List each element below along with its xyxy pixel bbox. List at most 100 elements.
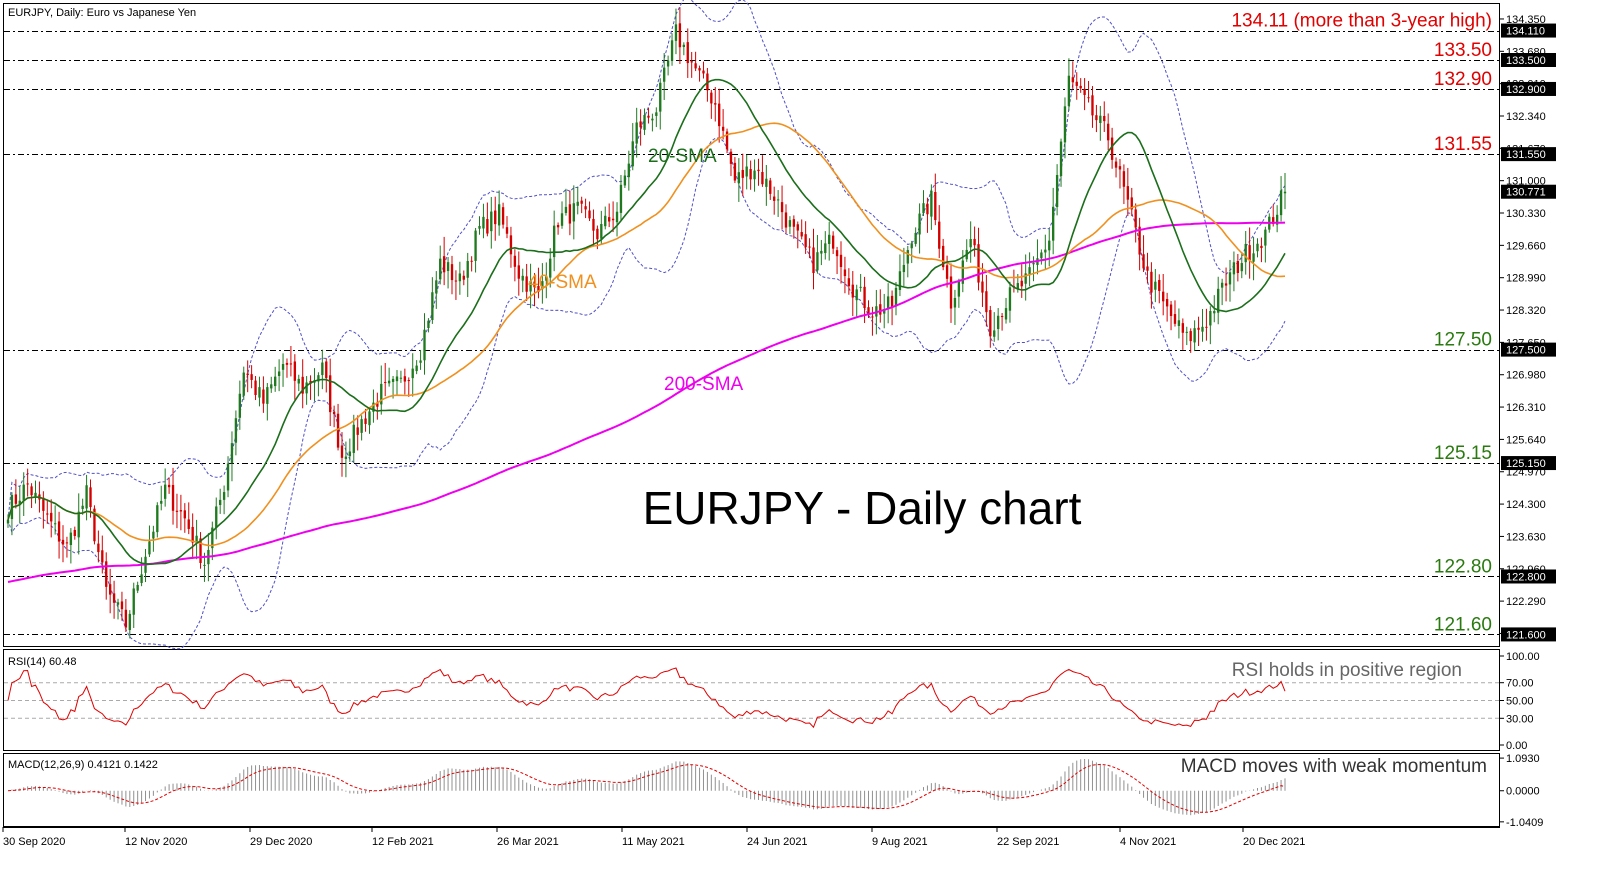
candle-body <box>1044 249 1047 253</box>
candle-body <box>576 201 579 206</box>
candle-body <box>1228 272 1232 285</box>
candle-body <box>926 203 929 215</box>
candle-body <box>588 210 591 219</box>
candle-body <box>494 210 497 225</box>
candle-body <box>136 584 139 591</box>
candle-body <box>1067 75 1071 107</box>
candle-body <box>941 245 945 268</box>
candle-body <box>611 218 615 221</box>
level-axis-box <box>1501 342 1556 357</box>
candle-body <box>486 219 489 234</box>
candle-body <box>513 255 517 267</box>
candle-body <box>439 258 442 280</box>
candle-body <box>14 494 18 504</box>
candle-body <box>376 402 379 407</box>
candle-body <box>183 510 186 519</box>
candle-body <box>674 24 678 41</box>
candle-body <box>364 418 367 424</box>
candle-body <box>403 376 407 382</box>
time-tick-label: 12 Feb 2021 <box>372 836 434 848</box>
candle-body <box>262 389 265 404</box>
candle-body <box>30 486 33 496</box>
candle-body <box>1126 186 1130 200</box>
candle-body <box>737 172 741 184</box>
candle-body <box>556 224 560 228</box>
time-tick-label: 30 Sep 2020 <box>3 836 65 848</box>
candle-body <box>234 418 238 443</box>
candle-body <box>647 115 650 118</box>
candle-body <box>1158 279 1161 291</box>
candle-body <box>22 484 25 501</box>
level-axis-label: 125.150 <box>1506 458 1546 470</box>
candle-body <box>317 375 320 382</box>
candle-body <box>435 280 438 294</box>
rsi-tick-label: 50.00 <box>1506 696 1534 708</box>
candle-body <box>725 131 729 150</box>
candle-body <box>996 315 1000 330</box>
candle-body <box>851 284 854 298</box>
candle-body <box>501 207 505 225</box>
candle-body <box>1020 280 1023 287</box>
candle-body <box>1040 252 1043 259</box>
candle-body <box>1154 281 1157 290</box>
candle-body <box>741 169 744 178</box>
candle-body <box>270 384 273 389</box>
candle-body <box>1110 137 1114 160</box>
candle-body <box>1052 206 1055 241</box>
candle-body <box>46 513 49 515</box>
candle-body <box>203 564 206 566</box>
candle-body <box>1024 273 1027 284</box>
candle-body <box>505 227 509 234</box>
candle-body <box>930 190 933 217</box>
candle-body <box>552 225 556 258</box>
candle-body <box>584 206 587 210</box>
price-layer: 134.11 (more than 3-year high) 133.50 132.… <box>4 0 1500 650</box>
candle-body <box>1055 174 1059 208</box>
time-tick-label: 4 Nov 2021 <box>1120 836 1176 848</box>
candle-body <box>659 82 662 112</box>
sma-40-line <box>7 122 1286 547</box>
candle-body <box>953 297 957 308</box>
macd-title: MACD(12,26,9) 0.4121 0.1422 <box>8 759 158 771</box>
time-tick-label: 29 Dec 2020 <box>250 836 312 848</box>
time-tick-label: 9 Aug 2021 <box>872 836 928 848</box>
candle-body <box>325 361 328 379</box>
candle-body <box>73 529 76 536</box>
candle-body <box>934 192 937 221</box>
time-tick-label: 26 Mar 2021 <box>497 836 559 848</box>
candle-body <box>61 539 65 545</box>
candle-body <box>128 613 131 631</box>
candle-body <box>863 286 866 309</box>
macd-layer <box>7 759 1286 816</box>
candle-body <box>1220 282 1224 288</box>
macd-tick-label: -1.0409 <box>1506 817 1543 829</box>
label-200-sma: 200-SMA <box>664 374 744 395</box>
candle-body <box>776 199 780 201</box>
main-title: EURJPY - Daily chart <box>643 482 1082 534</box>
candle-body <box>663 67 666 82</box>
candle-body <box>458 273 462 282</box>
rsi-tick-label: 100.00 <box>1506 651 1540 663</box>
candle-body <box>250 374 253 380</box>
candle-body <box>391 378 395 382</box>
candle-body <box>607 217 611 222</box>
candle-body <box>348 451 352 457</box>
candle-body <box>1071 77 1074 83</box>
candle-body <box>1248 245 1251 261</box>
candle-body <box>482 216 485 229</box>
rsi-panel-frame <box>3 649 1500 751</box>
candle-body <box>195 535 198 543</box>
candle-body <box>847 278 851 287</box>
candle-body <box>1272 217 1275 225</box>
candle-body <box>721 126 725 131</box>
candle-body <box>600 223 603 239</box>
candle-body <box>682 44 686 47</box>
candle-body <box>1193 328 1196 343</box>
current-price-label: 130.771 <box>1506 187 1546 199</box>
candle-body <box>1197 327 1200 330</box>
candle-body <box>698 68 701 71</box>
candle-body <box>541 281 544 290</box>
candle-body <box>525 276 528 292</box>
candle-body <box>820 250 823 254</box>
